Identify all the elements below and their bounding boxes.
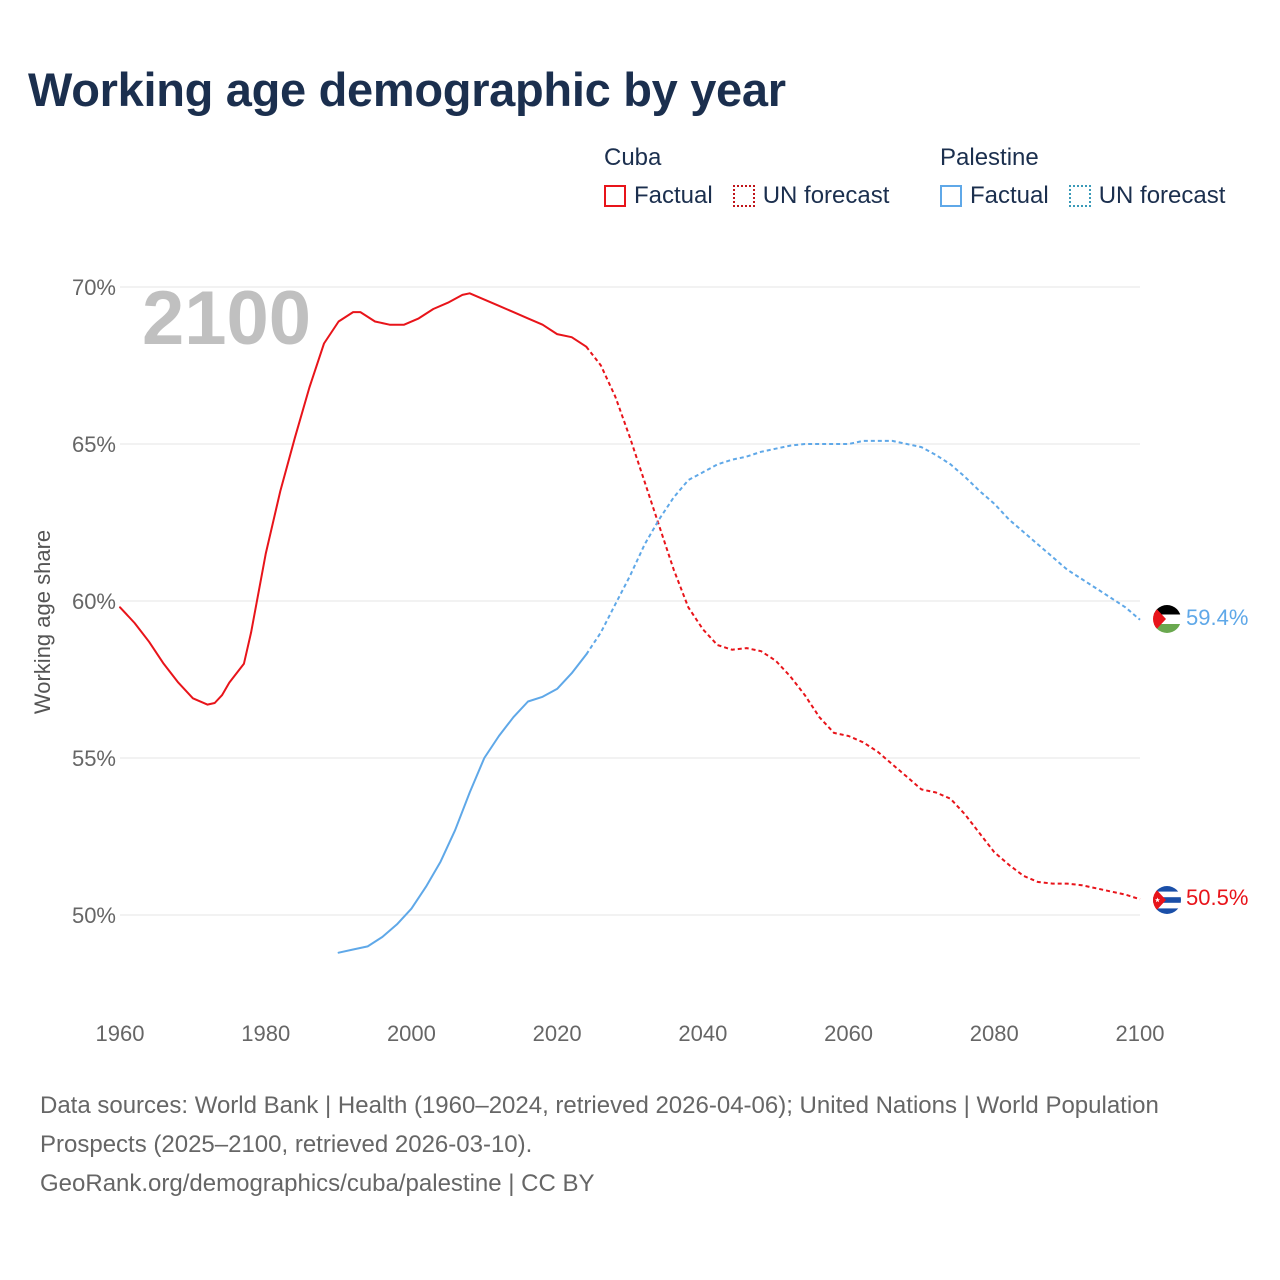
legend-group-name: Cuba: [604, 144, 662, 171]
legend-item-cuba-factual[interactable]: Factual: [604, 182, 713, 210]
legend-item-palestine-forecast[interactable]: UN forecast: [1068, 182, 1226, 210]
sources-link[interactable]: GeoRank.org/demographics/cuba/palestine …: [40, 1170, 595, 1197]
legend-swatch-dotted: [732, 185, 755, 207]
x-tick-label: 2000: [387, 1021, 436, 1046]
end-label-palestine: 59.4%: [1186, 605, 1248, 630]
series-line-cuba-factual: [119, 292, 588, 706]
legend-item-cuba-forecast[interactable]: UN forecast: [732, 182, 890, 210]
x-axis-ticks: 1960 1980 2000 2020 2040 2060 2080 2100: [96, 1021, 1165, 1046]
y-tick-label: 65%: [72, 432, 116, 457]
gridlines: [120, 286, 1140, 916]
legend-label: Factual: [970, 182, 1049, 209]
legend-group-palestine: Palestine Factual UN forecast: [940, 144, 1239, 210]
y-axis-title: Working age share: [30, 530, 55, 714]
legend-swatch-solid: [940, 185, 962, 207]
series-lines: [119, 292, 1141, 954]
legend-label: Factual: [634, 182, 713, 209]
end-label-cuba: 50.5%: [1186, 885, 1248, 910]
series-line-cuba-forecast: [585, 346, 1141, 901]
y-tick-label: 60%: [72, 589, 116, 614]
y-tick-label: 50%: [72, 903, 116, 928]
data-sources: Data sources: World Bank | Health (1960–…: [40, 1086, 1200, 1203]
flag-palestine-icon: [1153, 605, 1181, 633]
x-tick-label: 2040: [678, 1021, 727, 1046]
x-tick-label: 2060: [824, 1021, 873, 1046]
y-tick-label: 55%: [72, 746, 116, 771]
x-tick-label: 2100: [1116, 1021, 1165, 1046]
legend-label: UN forecast: [762, 182, 890, 209]
legend-group-name: Palestine: [940, 144, 1039, 171]
y-axis-ticks: 50% 55% 60% 65% 70%: [72, 275, 116, 928]
legend-label: UN forecast: [1098, 182, 1226, 209]
legend-swatch-dotted: [1068, 185, 1091, 207]
y-tick-label: 70%: [72, 275, 116, 300]
legend-swatch-solid: [604, 185, 626, 207]
flag-cuba-icon: [1153, 886, 1181, 914]
legend-item-palestine-factual[interactable]: Factual: [940, 182, 1049, 210]
x-tick-label: 2020: [533, 1021, 582, 1046]
series-line-palestine-factual: [337, 653, 588, 954]
x-tick-label: 1980: [241, 1021, 290, 1046]
sources-text: Data sources: World Bank | Health (1960–…: [40, 1092, 1159, 1158]
chart-title: Working age demographic by year: [28, 63, 786, 116]
legend-group-cuba: Cuba Factual UN forecast: [604, 144, 903, 210]
x-tick-label: 2080: [970, 1021, 1019, 1046]
year-overlay: 2100: [142, 276, 311, 361]
series-line-palestine-forecast: [585, 439, 1141, 655]
x-tick-label: 1960: [96, 1021, 145, 1046]
